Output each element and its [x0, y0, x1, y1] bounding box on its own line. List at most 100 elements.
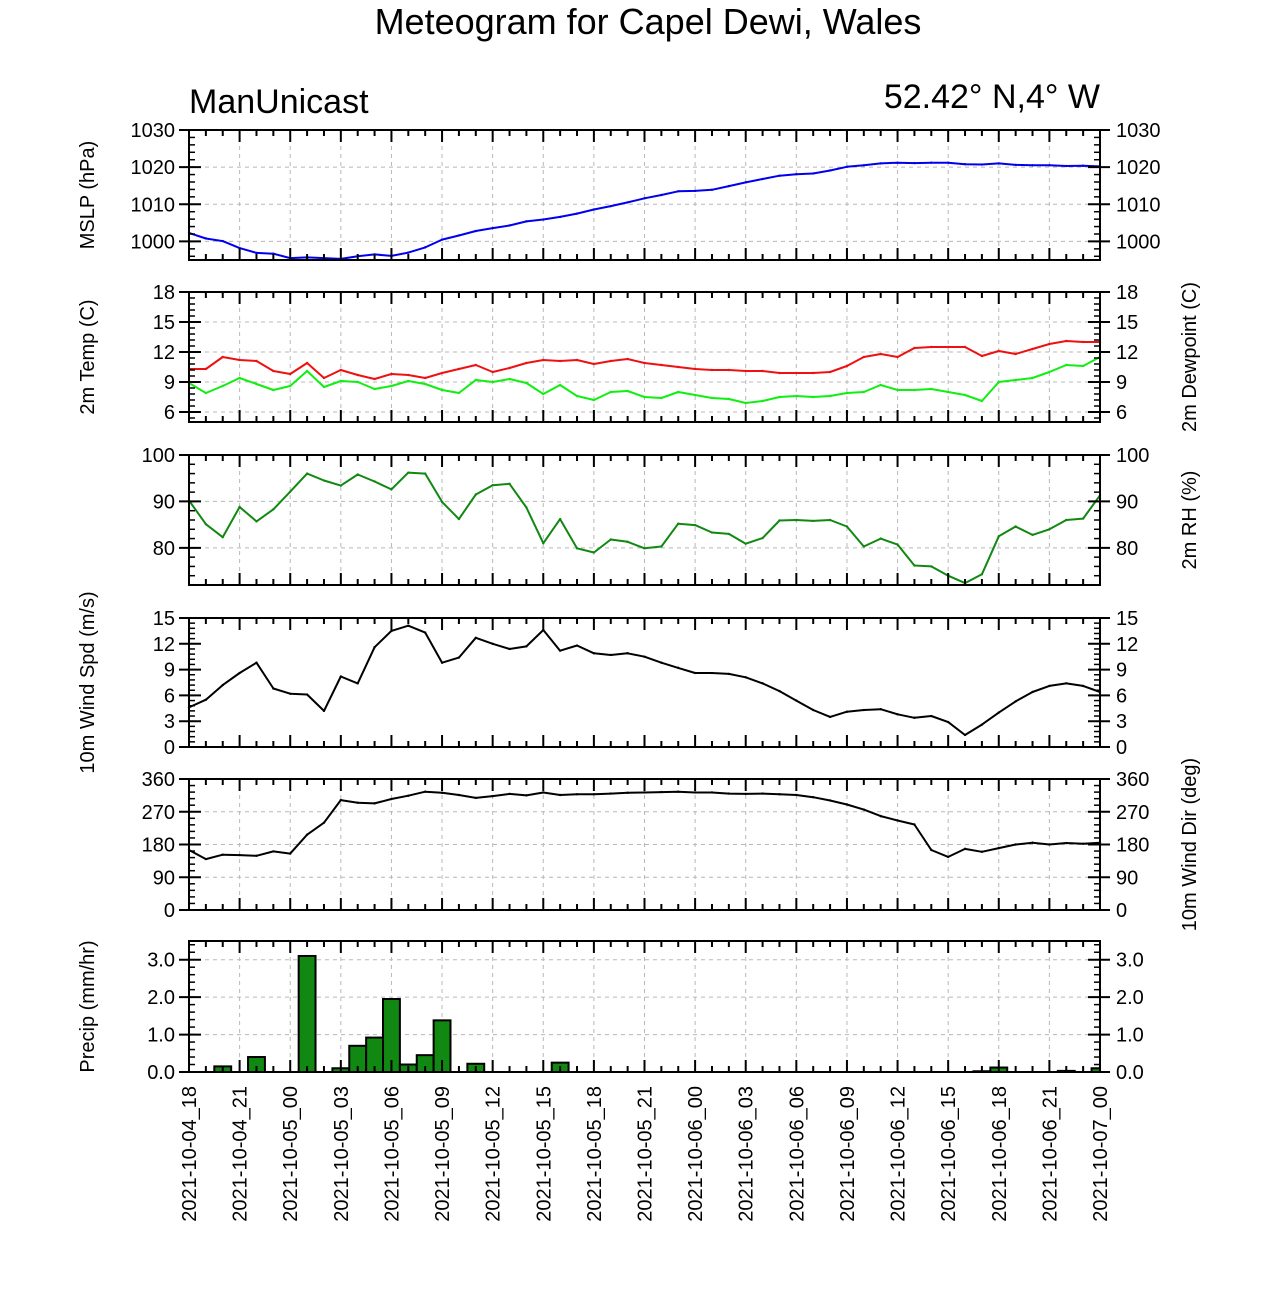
data-point: [761, 682, 764, 685]
y-tick-label: 2.0: [1116, 987, 1144, 1009]
data-point: [390, 372, 393, 376]
data-point: [542, 358, 545, 362]
data-point: [693, 189, 697, 193]
data-point: [575, 212, 579, 215]
data-point: [204, 237, 208, 240]
x-tick-label: 2021-10-06_12: [888, 1086, 910, 1222]
data-point: [322, 479, 326, 482]
y-tick-label: 1010: [131, 194, 176, 216]
data-point: [761, 792, 764, 795]
x-tick-label: 2021-10-05_03: [331, 1086, 353, 1222]
data-point: [761, 369, 764, 373]
data-point: [727, 672, 731, 676]
data-point: [626, 201, 629, 204]
data-point: [710, 188, 714, 191]
y-axis-label-left: 10m Wind Spd (m/s): [77, 591, 99, 773]
data-point: [491, 642, 494, 645]
y-tick-label: 12: [153, 342, 175, 364]
data-point: [828, 715, 832, 719]
data-point: [879, 162, 882, 165]
y-tick-label: 6: [1116, 685, 1127, 707]
data-point: [491, 370, 494, 374]
data-point: [339, 379, 343, 383]
data-point: [930, 714, 933, 718]
data-point: [423, 246, 427, 249]
data-point: [727, 368, 731, 372]
y-tick-label: 2.0: [147, 987, 175, 1009]
data-point: [322, 709, 326, 713]
data-point: [558, 359, 562, 363]
data-point: [289, 490, 292, 493]
y-tick-label: 9: [164, 660, 175, 682]
panel-3: 80 80 90 90 100 100 2m RH (%): [142, 445, 1201, 586]
data-point: [322, 821, 326, 824]
data-point: [305, 693, 309, 696]
data-point: [508, 366, 511, 370]
data-point: [575, 644, 579, 647]
data-point: [930, 848, 933, 852]
data-point: [946, 390, 950, 394]
data-point: [828, 394, 832, 398]
data-point: [356, 380, 359, 384]
data-point: [1081, 340, 1085, 344]
data-point: [1081, 517, 1085, 520]
data-point: [828, 169, 832, 172]
data-point: [963, 345, 967, 349]
y-tick-label: 270: [142, 802, 175, 824]
data-point: [980, 723, 984, 726]
data-point: [373, 646, 376, 649]
x-tick-label: 2021-10-05_18: [584, 1086, 606, 1222]
y-tick-label: 1030: [131, 120, 176, 142]
data-point: [238, 671, 241, 675]
data-point: [474, 796, 477, 800]
data-point: [407, 471, 410, 474]
x-tick-label: 2021-10-06_03: [736, 1086, 758, 1222]
data-point: [795, 518, 798, 522]
data-point: [238, 505, 241, 509]
data-point: [710, 671, 714, 675]
data-point: [407, 794, 410, 797]
data-point: [221, 239, 224, 243]
data-point: [626, 791, 629, 795]
data-point: [525, 645, 528, 648]
data-point: [862, 355, 866, 359]
data-point: [457, 234, 461, 237]
data-point: [238, 358, 241, 362]
data-point: [879, 537, 882, 540]
data-point: [373, 387, 376, 391]
data-point: [255, 251, 258, 255]
y-tick-label: 3.0: [147, 950, 175, 972]
data-point: [221, 355, 224, 359]
data-point: [677, 522, 680, 525]
data-point: [592, 208, 596, 211]
data-point: [677, 390, 680, 394]
x-tick-label: 2021-10-04_21: [230, 1086, 252, 1222]
y-tick-label: 1030: [1116, 120, 1161, 142]
data-point: [795, 371, 798, 375]
x-tick-label: 2021-10-05_21: [635, 1086, 657, 1222]
data-point: [828, 370, 832, 374]
data-point: [423, 382, 427, 386]
data-point: [457, 391, 461, 395]
data-point: [879, 814, 882, 818]
data-point: [390, 629, 393, 633]
data-point: [727, 792, 731, 795]
data-point: [812, 519, 815, 523]
data-point: [980, 399, 984, 403]
data-point: [1031, 533, 1034, 537]
data-point: [390, 797, 393, 801]
data-point: [575, 358, 579, 362]
data-point: [1048, 342, 1051, 346]
y-axis-label-left: 2m Temp (C): [77, 299, 99, 414]
data-point: [1081, 164, 1085, 167]
y-tick-label: 12: [1116, 342, 1138, 364]
data-point: [440, 371, 444, 375]
data-point: [862, 164, 866, 167]
x-tick-label: 2021-10-06_21: [1039, 1086, 1061, 1222]
x-tick-label: 2021-10-06_06: [786, 1086, 808, 1222]
data-point: [997, 846, 1000, 850]
x-tick-label: 2021-10-06_09: [837, 1086, 859, 1222]
data-point: [1014, 352, 1017, 356]
data-point: [693, 671, 697, 675]
